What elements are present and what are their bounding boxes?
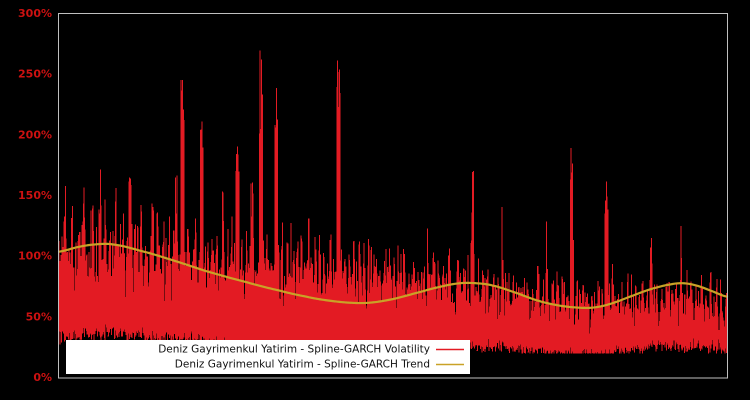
legend: Deniz Gayrimenkul Yatirim - Spline-GARCH… <box>66 340 470 374</box>
y-tick-label-0: 0% <box>33 371 52 384</box>
volatility-series <box>58 50 728 354</box>
y-tick-label-200: 200% <box>18 128 52 141</box>
y-tick-label-300: 300% <box>18 7 52 20</box>
y-tick-label-250: 250% <box>18 68 52 81</box>
y-axis-tick-labels: 0% 50% 100% 150% 200% 250% 300% <box>18 7 52 384</box>
legend-label-trend: Deniz Gayrimenkul Yatirim - Spline-GARCH… <box>175 359 430 371</box>
legend-label-volatility: Deniz Gayrimenkul Yatirim - Spline-GARCH… <box>158 344 430 356</box>
trend-series <box>57 242 729 310</box>
axis-frame <box>58 13 728 379</box>
legend-background <box>66 340 470 374</box>
plot-area <box>57 50 729 354</box>
y-tick-label-100: 100% <box>18 250 52 263</box>
y-tick-label-50: 50% <box>26 310 52 323</box>
y-tick-label-150: 150% <box>18 189 52 202</box>
